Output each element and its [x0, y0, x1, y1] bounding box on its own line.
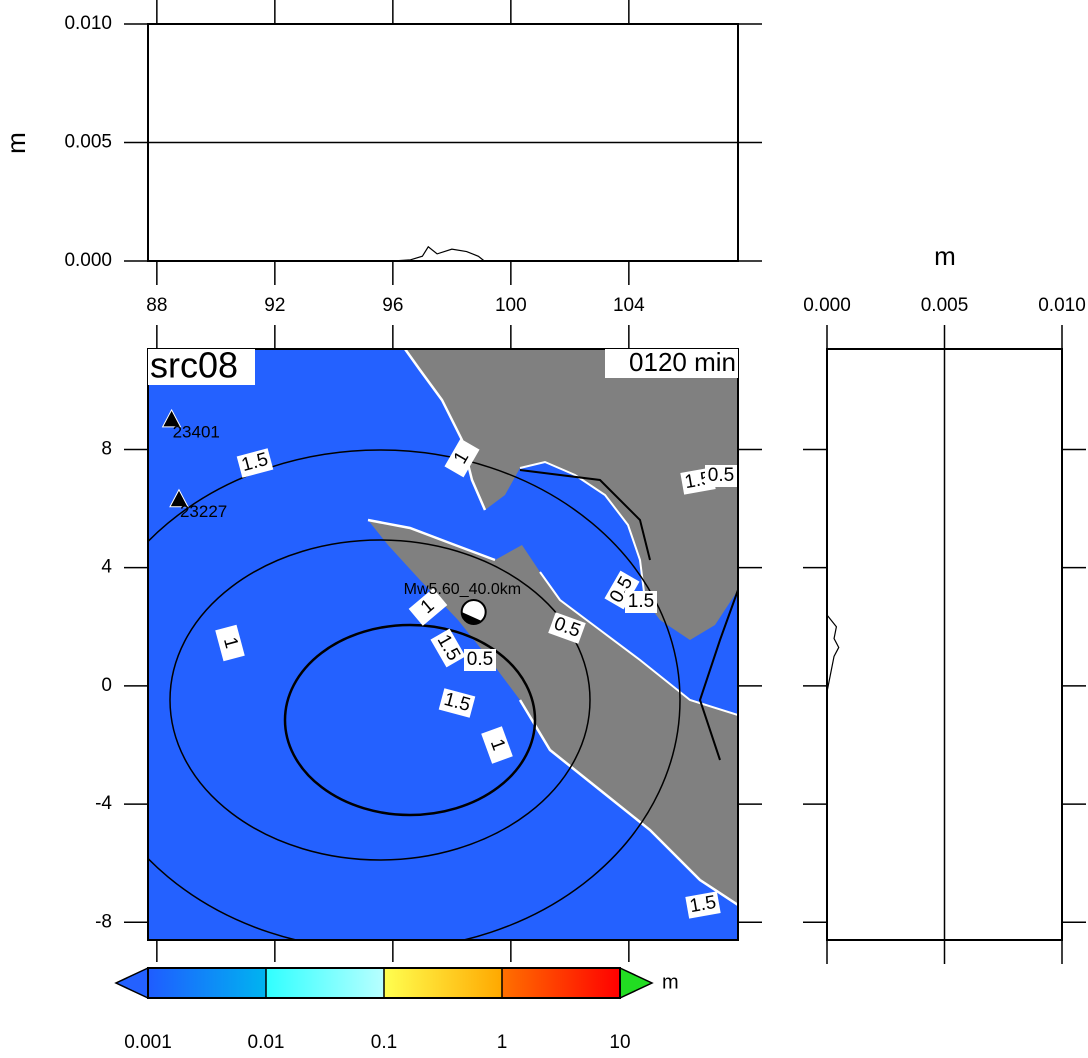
x-tick-label: 92 — [264, 295, 285, 316]
contour-label: 1.5 — [625, 591, 657, 613]
contour-label-box — [430, 628, 466, 668]
contour — [169, 539, 591, 861]
contour-label: 1.5 — [236, 448, 274, 478]
time-box — [605, 349, 738, 378]
contour — [519, 469, 738, 761]
contour-label-text: 1.5 — [628, 591, 654, 612]
colorbar-unit: m — [662, 971, 679, 993]
colorbar-tick-label: 0.1 — [371, 1032, 397, 1053]
contour-label: 1.5 — [438, 688, 476, 718]
x-tick-label: 104 — [613, 295, 645, 316]
station-label: 23227 — [180, 502, 227, 521]
contour-label: 0.5 — [705, 465, 737, 487]
contour-label-box — [408, 588, 448, 626]
colorbar-over — [619, 966, 654, 1000]
station-label: 23401 — [173, 422, 220, 441]
contour-label-box — [464, 649, 496, 671]
contour — [148, 449, 681, 940]
contour-label-text: 1.5 — [688, 892, 718, 917]
coastline — [367, 349, 738, 907]
land — [405, 349, 738, 640]
y-axis-label: m — [1, 132, 31, 154]
time-label: 0120 min — [629, 347, 736, 377]
profile-line — [392, 245, 485, 262]
map-frame — [147, 348, 739, 941]
y-tick-label: 8 — [101, 438, 112, 459]
y-tick-label: -4 — [95, 793, 112, 814]
colorbar-segment — [266, 968, 384, 998]
contour-label-box — [215, 624, 245, 662]
colorbar-under — [114, 966, 149, 1000]
epicenter-mechanism — [461, 611, 482, 625]
contour-label: 1 — [481, 726, 513, 764]
contour-label: 0.5 — [464, 649, 496, 671]
contour — [283, 623, 537, 817]
coastline — [519, 460, 738, 716]
contour-label-box — [548, 612, 586, 644]
colorbar-tick-label: 0.001 — [124, 1032, 172, 1053]
epicenter-label: Mw5.60_40.0km — [404, 581, 521, 598]
contour-label-box — [625, 591, 657, 613]
contour-label-box — [236, 448, 274, 478]
y-tick-label: -8 — [95, 911, 112, 932]
contour-label-box — [604, 570, 640, 610]
x-tick-label: 88 — [146, 295, 167, 316]
station-marker — [161, 408, 182, 428]
contour-label-box — [685, 891, 721, 919]
y-tick-label: 0 — [101, 675, 112, 696]
contour-label: 1 — [215, 624, 245, 662]
x-tick-label: 0.000 — [803, 295, 851, 316]
x-tick-label: 0.010 — [1038, 295, 1086, 316]
y-tick-label: 0.005 — [64, 132, 112, 153]
contour-label-text: 0.5 — [708, 465, 734, 486]
land — [368, 520, 738, 905]
contour-label: 1 — [408, 588, 448, 626]
contour-label: 1 — [444, 438, 480, 478]
colorbar-tick-label: 10 — [609, 1032, 630, 1053]
x-axis-label: m — [934, 241, 956, 271]
y-tick-label: 4 — [101, 557, 112, 578]
x-tick-label: 0.005 — [921, 295, 969, 316]
x-tick-label: 100 — [495, 295, 527, 316]
colorbar-segment — [384, 968, 502, 998]
contour-label-text: 0.5 — [467, 649, 493, 670]
y-tick-label: 0.000 — [64, 250, 112, 271]
colorbar-segment — [502, 968, 620, 998]
colorbar-tick-label: 1 — [497, 1032, 508, 1053]
x-tick-label: 96 — [382, 295, 403, 316]
title-box — [148, 349, 255, 385]
contour-label-text: 1 — [219, 635, 242, 651]
contour-label-box — [444, 438, 480, 478]
contour-label: 1.5 — [685, 891, 721, 919]
contour-label-box — [438, 688, 476, 718]
y-tick-label: 0.010 — [64, 13, 112, 34]
station-marker — [169, 488, 189, 508]
contour-label-box — [481, 726, 513, 764]
profile-line — [826, 614, 840, 692]
colorbar-segment — [148, 968, 266, 998]
colorbar-tick-label: 0.01 — [248, 1032, 285, 1053]
contour-label-box — [705, 465, 737, 487]
contour-label: 1.5 — [430, 628, 466, 668]
map-title: src08 — [150, 345, 238, 386]
